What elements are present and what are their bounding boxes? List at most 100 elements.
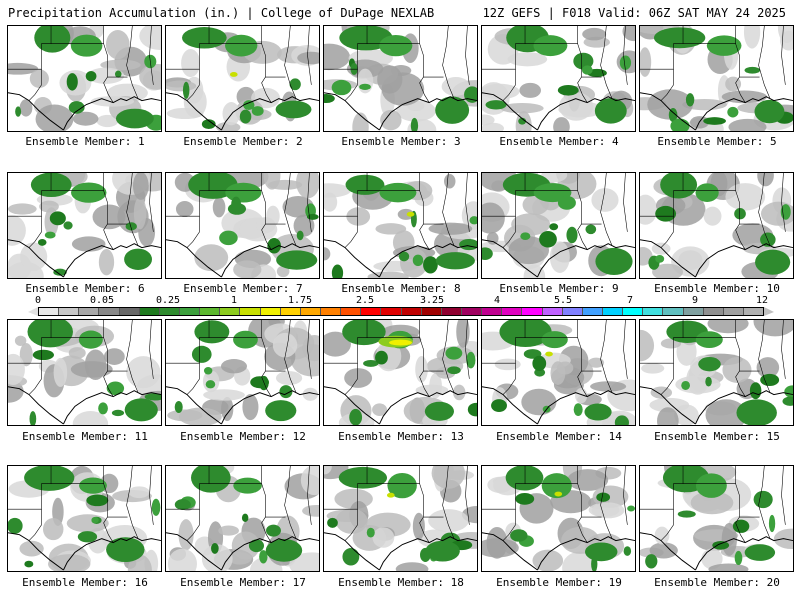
ensemble-member-label: Ensemble Member: 1	[25, 135, 145, 148]
colorbar-segment	[159, 308, 180, 315]
colorbar-tick-label: 0.25	[155, 295, 181, 306]
colorbar-segment	[683, 308, 704, 315]
ensemble-map-panel	[639, 465, 794, 572]
precip-map	[640, 320, 793, 425]
ensemble-map-panel	[7, 465, 162, 572]
precip-map	[482, 26, 635, 131]
ensemble-member-label: Ensemble Member: 4	[499, 135, 619, 148]
ensemble-map-panel	[481, 172, 636, 279]
colorbar-segment	[99, 308, 120, 315]
ensemble-member-label: Ensemble Member: 6	[25, 282, 145, 295]
ensemble-map-panel	[323, 172, 478, 279]
ensemble-member-label: Ensemble Member: 7	[183, 282, 303, 295]
colorbar-segment	[441, 308, 462, 315]
colorbar-segment	[703, 308, 724, 315]
ensemble-map-panel	[165, 25, 320, 132]
precip-map	[8, 320, 161, 425]
ensemble-map-panel	[481, 465, 636, 572]
ensemble-map-panel	[639, 25, 794, 132]
colorbar-tick-label: 3.25	[419, 295, 445, 306]
colorbar-tick-label: 9	[691, 295, 699, 306]
precip-map	[482, 466, 635, 571]
precip-map	[166, 173, 319, 278]
colorbar-segment	[260, 308, 281, 315]
colorbar-tick-label: 5.5	[553, 295, 573, 306]
precip-map	[8, 173, 161, 278]
colorbar-tick-label: 1	[230, 295, 238, 306]
colorbar-segment	[522, 308, 543, 315]
ensemble-member-label: Ensemble Member: 18	[338, 576, 464, 589]
ensemble-member-label: Ensemble Member: 16	[22, 576, 148, 589]
colorbar-segment	[461, 308, 483, 315]
ensemble-map-panel	[323, 465, 478, 572]
colorbar-segment	[643, 308, 664, 315]
header-left-title: Precipitation Accumulation (in.) | Colle…	[8, 6, 435, 20]
ensemble-member-label: Ensemble Member: 5	[657, 135, 777, 148]
ensemble-map-panel	[639, 319, 794, 426]
ensemble-map-panel	[7, 319, 162, 426]
ensemble-map-panel	[481, 319, 636, 426]
colorbar-tick-label: 0.05	[89, 295, 115, 306]
colorbar-segment	[79, 308, 100, 315]
precip-map	[640, 173, 793, 278]
precip-map	[166, 466, 319, 571]
colorbar-segment	[320, 308, 342, 315]
colorbar-segment	[421, 308, 442, 315]
colorbar-segment	[220, 308, 241, 315]
precip-map	[324, 26, 477, 131]
ensemble-member-label: Ensemble Member: 14	[496, 430, 622, 443]
colorbar-segment	[401, 308, 422, 315]
colorbar-tick-label: 2.5	[355, 295, 375, 306]
ensemble-map-panel	[165, 172, 320, 279]
ensemble-member-label: Ensemble Member: 19	[496, 576, 622, 589]
colorbar-segment	[502, 308, 523, 315]
precip-map	[324, 320, 477, 425]
precip-map	[324, 173, 477, 278]
precip-map	[8, 26, 161, 131]
colorbar-tick-label: 4	[493, 295, 501, 306]
ensemble-map-panel	[481, 25, 636, 132]
colorbar-segment	[582, 308, 603, 315]
colorbar-segment	[39, 308, 60, 315]
colorbar-left-arrow	[28, 307, 38, 316]
ensemble-map-panel	[7, 172, 162, 279]
ensemble-member-label: Ensemble Member: 11	[22, 430, 148, 443]
precip-map	[482, 173, 635, 278]
colorbar-tick-label: 0	[34, 295, 42, 306]
precip-map	[8, 466, 161, 571]
ensemble-member-label: Ensemble Member: 3	[341, 135, 461, 148]
ensemble-map-panel	[7, 25, 162, 132]
ensemble-member-label: Ensemble Member: 12	[180, 430, 306, 443]
colorbar-segment	[381, 308, 402, 315]
ensemble-map-panel	[165, 319, 320, 426]
colorbar-segment	[280, 308, 301, 315]
ensemble-map-panel	[165, 465, 320, 572]
ensemble-map-panel	[323, 25, 478, 132]
colorbar-segment	[119, 308, 140, 315]
colorbar-segment	[482, 308, 503, 315]
colorbar-segment	[200, 308, 221, 315]
precip-map	[324, 466, 477, 571]
ensemble-member-label: Ensemble Member: 15	[654, 430, 780, 443]
ensemble-member-label: Ensemble Member: 8	[341, 282, 461, 295]
ensemble-member-label: Ensemble Member: 17	[180, 576, 306, 589]
precip-map	[482, 320, 635, 425]
colorbar-segment	[542, 308, 563, 315]
colorbar-right-arrow	[764, 307, 774, 316]
ensemble-member-label: Ensemble Member: 20	[654, 576, 780, 589]
ensemble-member-label: Ensemble Member: 9	[499, 282, 619, 295]
colorbar-tick-label: 1.75	[287, 295, 313, 306]
colorbar-segment	[723, 308, 744, 315]
colorbar-segment	[179, 308, 201, 315]
ensemble-member-label: Ensemble Member: 13	[338, 430, 464, 443]
colorbar-segment	[602, 308, 624, 315]
ensemble-member-label: Ensemble Member: 2	[183, 135, 303, 148]
precip-map	[640, 26, 793, 131]
ensemble-member-label: Ensemble Member: 10	[654, 282, 780, 295]
precip-map	[640, 466, 793, 571]
header-right-title: 12Z GEFS | F018 Valid: 06Z SAT MAY 24 20…	[482, 6, 786, 20]
colorbar-segment	[139, 308, 160, 315]
colorbar-segment	[59, 308, 80, 315]
colorbar-segment	[743, 308, 764, 315]
colorbar-segment	[300, 308, 321, 315]
